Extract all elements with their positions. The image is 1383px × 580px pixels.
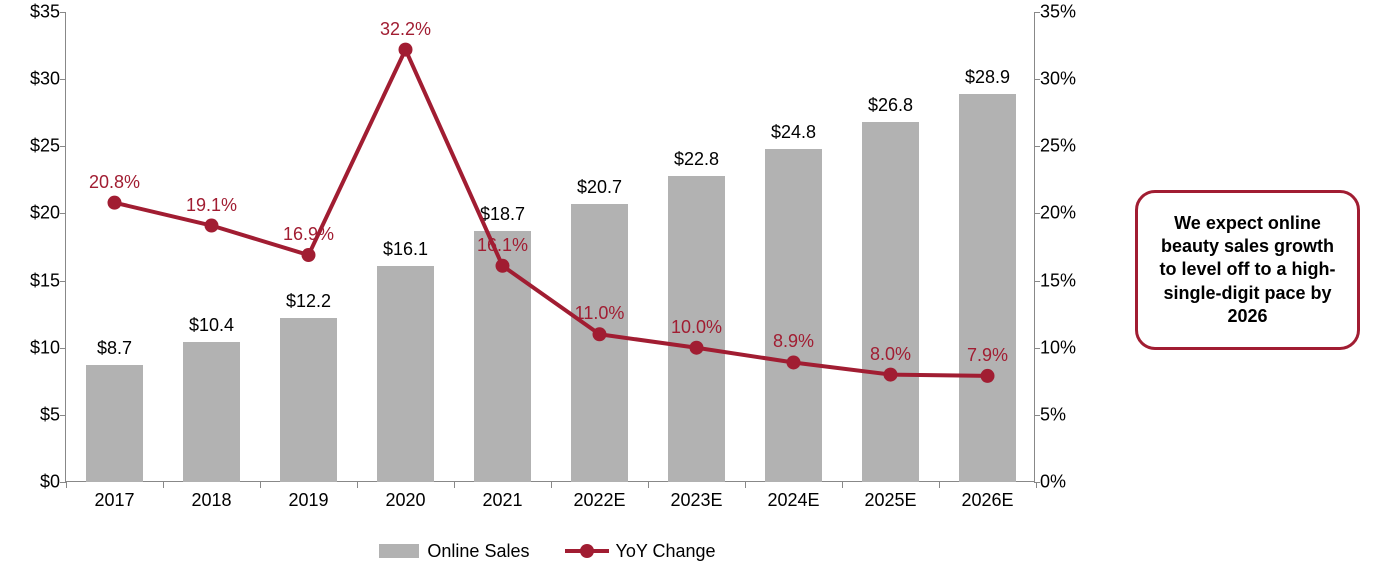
y-left-tick-label: $5	[40, 404, 60, 425]
y-left-tick-label: $25	[30, 136, 60, 157]
y-left-tick-label: $10	[30, 337, 60, 358]
y-left-tick-label: $15	[30, 270, 60, 291]
line-marker	[787, 355, 801, 369]
legend-line-swatch-icon	[565, 543, 609, 559]
line-marker	[690, 341, 704, 355]
line-value-label: 16.9%	[283, 224, 334, 245]
y-right-tick-label: 10%	[1040, 337, 1076, 358]
line-marker	[884, 368, 898, 382]
line-value-label: 20.8%	[89, 172, 140, 193]
x-tick-label: 2023E	[670, 490, 722, 511]
x-tick-mark	[648, 482, 649, 488]
y-left-tick-label: $35	[30, 2, 60, 23]
y-right-tick-mark	[1034, 482, 1040, 483]
legend-bar-swatch-icon	[379, 544, 419, 558]
x-tick-mark	[163, 482, 164, 488]
y-left-tick-label: $0	[40, 472, 60, 493]
y-right-tick-label: 20%	[1040, 203, 1076, 224]
line-value-label: 10.0%	[671, 317, 722, 338]
y-right-tick-label: 25%	[1040, 136, 1076, 157]
x-tick-label: 2024E	[767, 490, 819, 511]
x-tick-label: 2026E	[961, 490, 1013, 511]
line-value-label: 8.9%	[773, 331, 814, 352]
legend-item: Online Sales	[379, 541, 529, 562]
y-left-tick-label: $20	[30, 203, 60, 224]
line-series	[66, 12, 1036, 482]
legend: Online Sales YoY Change	[0, 540, 1095, 562]
x-tick-mark	[551, 482, 552, 488]
legend-item: YoY Change	[565, 541, 715, 562]
y-right-tick-label: 0%	[1040, 472, 1066, 493]
x-tick-label: 2017	[94, 490, 134, 511]
x-tick-mark	[842, 482, 843, 488]
line-marker	[496, 259, 510, 273]
line-value-label: 16.1%	[477, 235, 528, 256]
x-tick-mark	[66, 482, 67, 488]
line-value-label: 32.2%	[380, 19, 431, 40]
line-marker	[399, 43, 413, 57]
legend-label: Online Sales	[427, 541, 529, 562]
x-tick-mark	[260, 482, 261, 488]
line-marker	[108, 196, 122, 210]
x-tick-mark	[745, 482, 746, 488]
line-marker	[302, 248, 316, 262]
y-left-tick-label: $30	[30, 69, 60, 90]
chart-area: $0$5$10$15$20$25$30$350%5%10%15%20%25%30…	[65, 12, 1035, 482]
x-tick-mark	[1036, 482, 1037, 488]
plot-region: $0$5$10$15$20$25$30$350%5%10%15%20%25%30…	[65, 12, 1035, 482]
callout-text: We expect online beauty sales growth to …	[1156, 212, 1339, 329]
x-tick-label: 2020	[385, 490, 425, 511]
y-right-tick-label: 15%	[1040, 270, 1076, 291]
line-marker	[205, 219, 219, 233]
line-value-label: 11.0%	[575, 303, 625, 324]
y-right-tick-label: 30%	[1040, 69, 1076, 90]
y-right-tick-label: 5%	[1040, 404, 1066, 425]
x-tick-label: 2022E	[573, 490, 625, 511]
line-marker	[593, 327, 607, 341]
callout-box: We expect online beauty sales growth to …	[1135, 190, 1360, 350]
line-marker	[981, 369, 995, 383]
x-tick-mark	[357, 482, 358, 488]
x-tick-mark	[939, 482, 940, 488]
x-tick-label: 2019	[288, 490, 328, 511]
line-value-label: 8.0%	[870, 344, 911, 365]
x-tick-label: 2021	[482, 490, 522, 511]
x-tick-mark	[454, 482, 455, 488]
x-tick-label: 2018	[191, 490, 231, 511]
line-value-label: 7.9%	[967, 345, 1008, 366]
y-right-tick-label: 35%	[1040, 2, 1076, 23]
x-tick-label: 2025E	[864, 490, 916, 511]
line-value-label: 19.1%	[186, 195, 237, 216]
legend-label: YoY Change	[615, 541, 715, 562]
